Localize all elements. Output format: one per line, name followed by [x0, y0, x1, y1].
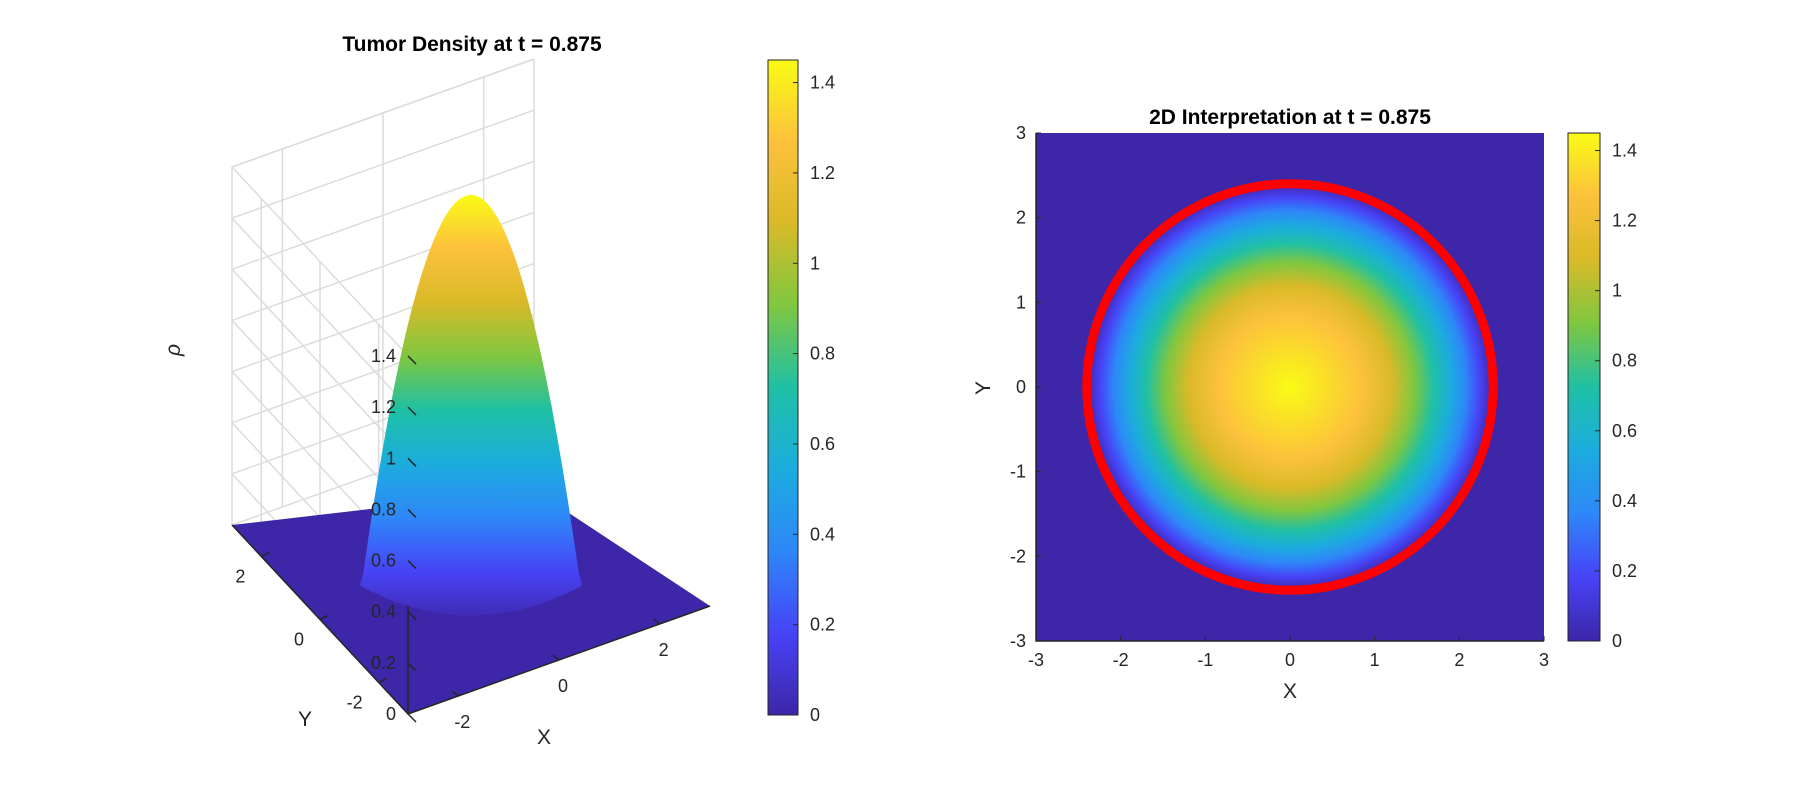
surface-x-tick: 0 [558, 676, 568, 696]
surface-z-tick: 0.2 [371, 653, 396, 673]
heatmap-y-tick: -2 [1010, 546, 1026, 566]
heatmap-x-tick: 2 [1454, 650, 1464, 670]
heatmap-x-tick: -2 [1113, 650, 1129, 670]
surface-colorbar-bar [767, 59, 799, 716]
surface-z-tick: 1 [386, 448, 396, 468]
heatmap-field [1086, 183, 1494, 591]
surface-xlabel: X [537, 726, 551, 749]
surface-y-tickmark [319, 614, 329, 621]
heatmap-colorbar-tick: 0.8 [1612, 351, 1637, 371]
heatmap-x-tick: 1 [1370, 650, 1380, 670]
surface-z-tick: 0 [386, 704, 396, 724]
surface-x-tickmark [552, 654, 560, 661]
surface-z-tickmark [407, 713, 417, 723]
surface-z-tickmark [407, 457, 417, 467]
heatmap-x-tick: -1 [1197, 650, 1213, 670]
surface-z-tickmark [407, 560, 417, 570]
heatmap-y-tick: -1 [1010, 462, 1026, 482]
surface-x-tickmark [653, 618, 661, 625]
surface-z-tick: 1.4 [371, 346, 396, 366]
heatmap-colorbar-bar [1567, 132, 1601, 642]
surface-z-tick: 0.8 [371, 499, 396, 519]
surface-z-tick: 1.2 [371, 397, 396, 417]
heatmap-colorbar-tick: 0 [1612, 631, 1622, 651]
surface-y-tickmark [378, 677, 388, 684]
surface-z-tickmark [407, 355, 417, 365]
surface-z-tick: 0.6 [371, 551, 396, 571]
surface-colorbar-tick: 0.8 [810, 344, 835, 364]
surface-colorbar-tick: 0 [810, 705, 820, 725]
heatmap-plot: -3 -2 -1 0 1 2 3 -3 -2 -1 0 1 2 3 2D Interpretation a… [972, 106, 1549, 703]
surface-colorbar-tick: 0.4 [810, 524, 835, 544]
heatmap-y-tick: -3 [1010, 631, 1026, 651]
surface-ylabel: Y [298, 708, 312, 731]
surface-y-tick: -2 [347, 693, 363, 713]
surface-dome [359, 194, 583, 616]
heatmap-x-tick: 0 [1285, 650, 1295, 670]
heatmap-colorbar-tick: 0.6 [1612, 421, 1637, 441]
surface-x-tick: 2 [659, 640, 669, 660]
heatmap-xlabel: X [1283, 680, 1297, 703]
surface-x-tickmark [451, 690, 459, 697]
surface-colorbar-tick: 0.6 [810, 434, 835, 454]
heatmap-x-tick: -3 [1028, 650, 1044, 670]
heatmap-colorbar-tick: 1.2 [1612, 211, 1637, 231]
heatmap-colorbar-tick: 1 [1612, 281, 1622, 301]
surface-y-tickmark [260, 551, 270, 558]
surface-z-tickmark [407, 508, 417, 518]
heatmap-y-tick: 0 [1016, 377, 1026, 397]
surface-y-tick: 2 [235, 567, 245, 587]
surface-colorbar: 0 0.2 0.4 0.6 0.8 1 1.2 1.4 [767, 59, 835, 725]
heatmap-y-tick: 3 [1016, 123, 1026, 143]
heatmap-x-tick: 3 [1539, 650, 1549, 670]
heatmap-y-tick: 1 [1016, 292, 1026, 312]
surface-zlabel: ρ [162, 344, 185, 357]
heatmap-title: 2D Interpretation at t = 0.875 [1149, 106, 1431, 129]
heatmap-colorbar-tick: 1.4 [1612, 141, 1637, 161]
surface-title: Tumor Density at t = 0.875 [342, 33, 602, 56]
surface-z-tickmark [407, 611, 417, 621]
surface-y-tick: 0 [294, 630, 304, 650]
surface-colorbar-tick: 1 [810, 253, 820, 273]
surface-z-tick: 0.4 [371, 602, 396, 622]
surface-x-tick: -2 [454, 712, 470, 732]
surface-colorbar-tick: 1.4 [810, 73, 835, 93]
heatmap-ylabel: Y [972, 381, 995, 395]
heatmap-y-tick: 2 [1016, 208, 1026, 228]
heatmap-contour [1082, 179, 1498, 595]
heatmap-colorbar: 0 0.2 0.4 0.6 0.8 1 1.2 1.4 [1567, 132, 1637, 651]
surface-colorbar-tick: 0.2 [810, 615, 835, 635]
surface-plot: Tumor Density at t = 0.875 X Y ρ 0 0.2 0.4… [162, 33, 711, 749]
surface-z-tickmark [407, 662, 417, 672]
heatmap-colorbar-tick: 0.2 [1612, 561, 1637, 581]
heatmap-colorbar-tick: 0.4 [1612, 491, 1637, 511]
surface-colorbar-tick: 1.2 [810, 163, 835, 183]
surface-z-tickmark [407, 406, 417, 416]
